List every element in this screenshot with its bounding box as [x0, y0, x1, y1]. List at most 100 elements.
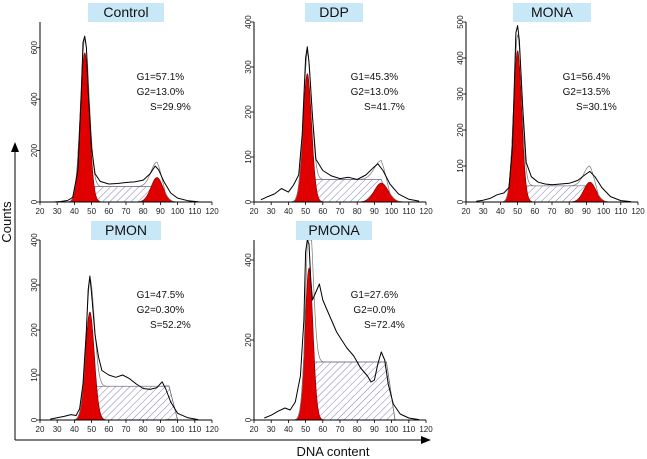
y-tick-label: 500: [456, 15, 465, 29]
model-fit-line: [46, 37, 206, 203]
x-tick-label: 50: [87, 425, 96, 434]
x-tick-label: 90: [370, 207, 379, 216]
g1-label: G1=45.3%: [351, 72, 399, 83]
panel-title: DDP: [319, 4, 349, 20]
y-tick-label: 0: [244, 199, 253, 204]
y-tick-label: 0: [30, 417, 39, 422]
x-tick-label: 20: [250, 207, 259, 216]
x-tick-label: 50: [301, 207, 310, 216]
y-tick-label: 200: [30, 143, 39, 157]
panel-title-box: [305, 3, 363, 22]
panel-1: 20 30 40 50 60 70 80 90 100 110 1200100200300400DD…: [244, 3, 433, 216]
x-tick-label: 120: [419, 207, 433, 216]
x-tick-label: 50: [87, 207, 96, 216]
panel-title-box: [91, 221, 161, 240]
x-tick-label: 40: [284, 425, 293, 434]
x-tick-label: 100: [385, 425, 399, 434]
panel-title: MONA: [531, 4, 574, 20]
g2-label: G2=0.30%: [137, 305, 185, 316]
y-tick-label: 100: [30, 368, 39, 382]
s-label: S=72.4%: [364, 320, 405, 331]
x-tick-label: 80: [353, 207, 362, 216]
y-tick-label: 0: [244, 417, 253, 422]
panel-title: PMONA: [308, 222, 360, 238]
x-tick-label: 30: [479, 207, 488, 216]
x-tick-label: 70: [122, 425, 131, 434]
x-tick-label: 100: [597, 207, 611, 216]
x-tick-label: 50: [513, 207, 522, 216]
g1-label: G1=27.6%: [351, 290, 399, 301]
g1-label: G1=47.5%: [137, 290, 185, 301]
y-tick-label: 400: [30, 92, 39, 106]
y-tick-label: 100: [244, 150, 253, 164]
x-tick-label: 70: [548, 207, 557, 216]
x-tick-label: 60: [104, 425, 113, 434]
x-tick-label: 100: [171, 207, 185, 216]
y-tick-label: 0: [456, 199, 465, 204]
x-tick-label: 80: [565, 207, 574, 216]
panel-0: 20 30 40 50 60 70 80 90 100 110 120 0 200 400 600 Contr…: [30, 3, 219, 216]
x-tick-label: 100: [171, 425, 185, 434]
g2-label: G2=13.0%: [351, 87, 399, 98]
x-tick-label: 30: [53, 207, 62, 216]
g1-label: G1=56.4%: [563, 72, 611, 83]
y-tick-label: 300: [30, 278, 39, 292]
y-tick-label: 200: [456, 123, 465, 137]
y-tick-label: 400: [456, 51, 465, 65]
x-tick-label: 120: [205, 207, 219, 216]
x-tick-label: 40: [284, 207, 293, 216]
y-tick-label: 300: [244, 60, 253, 74]
y-tick-label: 0: [30, 199, 39, 204]
x-tick-label: 20: [36, 207, 45, 216]
panel-title-box: [513, 3, 591, 22]
x-axis-label: DNA content: [297, 444, 370, 459]
x-tick-label: 30: [267, 207, 276, 216]
g2-label: G2=13.5%: [563, 87, 611, 98]
y-tick-label: 600: [30, 40, 39, 54]
x-tick-label: 100: [385, 207, 399, 216]
x-tick-label: 70: [336, 207, 345, 216]
x-tick-label: 120: [631, 207, 645, 216]
panel-3: 20 30 40 50 60 70 80 90 100 110 1200100200300400PM…: [30, 221, 219, 434]
x-tick-label: 80: [139, 425, 148, 434]
s-label: S=41.7%: [364, 102, 405, 113]
x-tick-label: 80: [139, 207, 148, 216]
y-tick-label: 400: [30, 233, 39, 247]
x-tick-label: 40: [70, 425, 79, 434]
x-tick-label: 90: [370, 425, 379, 434]
x-tick-label: 110: [188, 425, 201, 434]
y-axis-label: Counts: [0, 201, 14, 243]
panel-title: Control: [103, 4, 148, 20]
s-label: S=30.1%: [576, 102, 617, 113]
g1-peak: [66, 52, 104, 203]
y-tick-label: 200: [30, 323, 39, 337]
x-tick-label: 40: [70, 207, 79, 216]
x-tick-label: 120: [419, 425, 433, 434]
y-tick-label: 400: [244, 253, 253, 267]
histogram-line: [264, 239, 420, 421]
y-tick-label: 300: [456, 87, 465, 101]
x-tick-label: 110: [188, 207, 201, 216]
model-fit-line: [472, 34, 632, 203]
y-tick-label: 200: [244, 105, 253, 119]
x-tick-label: 110: [614, 207, 627, 216]
panel-2: 20 30 40 50 60 70 80 90 100 110 120010020030040050…: [456, 3, 645, 216]
x-tick-label: 30: [53, 425, 62, 434]
g2-label: G2=13.0%: [137, 87, 185, 98]
x-tick-label: 60: [530, 207, 539, 216]
g1-label: G1=57.1%: [137, 72, 185, 83]
x-tick-label: 120: [205, 425, 219, 434]
x-tick-label: 20: [462, 207, 471, 216]
histogram-line: [50, 275, 199, 421]
x-tick-label: 40: [496, 207, 505, 216]
y-tick-label: 200: [244, 333, 253, 347]
y-tick-label: 400: [244, 15, 253, 29]
panel-title: PMON: [105, 222, 147, 238]
x-tick-label: 60: [104, 207, 113, 216]
panel-title-box: [296, 221, 372, 240]
x-tick-label: 70: [336, 425, 345, 434]
global-y-axis-arrow: [11, 142, 19, 152]
x-tick-label: 90: [156, 207, 165, 216]
x-tick-label: 50: [301, 425, 310, 434]
